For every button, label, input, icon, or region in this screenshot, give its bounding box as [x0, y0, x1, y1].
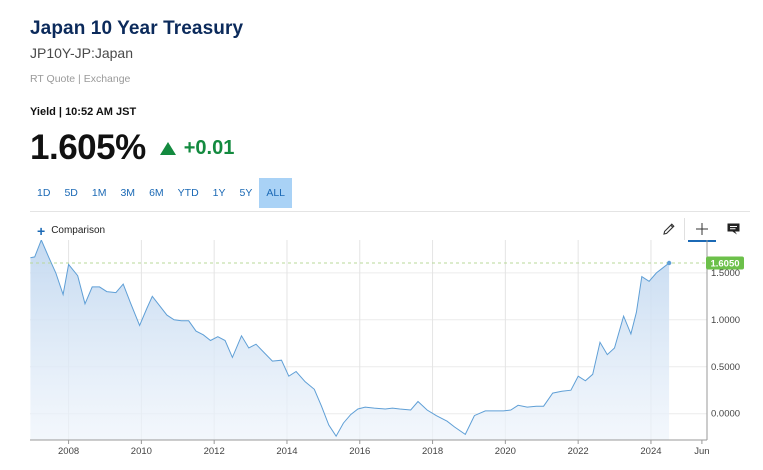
- comment-tool-button[interactable]: [719, 218, 747, 240]
- yield-line: [30, 240, 670, 438]
- plus-icon: +: [37, 222, 46, 239]
- x-tick-label: 2008: [58, 446, 79, 457]
- x-tick-label: 2020: [495, 446, 516, 457]
- range-1y[interactable]: 1Y: [212, 187, 226, 199]
- y-tick-label: 1.5000: [711, 268, 740, 279]
- chart-axes: 1.5000 1.0000 0.5000 0.0000 2008 2010 2012 2014…: [30, 240, 744, 457]
- current-value-badge: [706, 256, 744, 270]
- x-tick-label: 2024: [640, 446, 661, 457]
- range-6m[interactable]: 6M: [149, 187, 164, 199]
- draw-tool-button[interactable]: [655, 218, 683, 240]
- x-tick-label: 2018: [422, 446, 443, 457]
- x-tick-label: Jun: [694, 446, 709, 457]
- range-3m[interactable]: 3M: [120, 187, 136, 199]
- crosshair-icon: [696, 223, 708, 235]
- chart-divider: [30, 211, 750, 212]
- pencil-icon: [663, 223, 675, 235]
- x-tick-label: 2016: [349, 446, 370, 457]
- comparison-label: Comparison: [51, 225, 106, 236]
- yield-value: 1.605%: [30, 128, 146, 167]
- change-indicator: +0.01: [159, 136, 235, 160]
- y-tick-label: 0.5000: [711, 362, 740, 373]
- last-point-marker: [666, 260, 672, 266]
- symbol-subtitle: JP10Y-JP:Japan: [30, 45, 133, 61]
- page-title: Japan 10 Year Treasury: [30, 18, 244, 39]
- range-ytd[interactable]: YTD: [177, 187, 199, 199]
- x-tick-label: 2022: [568, 446, 589, 457]
- y-tick-label: 0.0000: [711, 409, 740, 420]
- comment-icon: [727, 223, 739, 235]
- x-tick-label: 2010: [131, 446, 152, 457]
- up-arrow-icon: [159, 141, 176, 155]
- range-all[interactable]: ALL: [259, 178, 293, 208]
- price-row: 1.605% +0.01: [30, 126, 234, 170]
- crosshair-tool-button[interactable]: [688, 218, 716, 242]
- toolbar-divider: [684, 218, 685, 240]
- quote-meta: RT Quote | Exchange: [30, 73, 131, 85]
- range-1m[interactable]: 1M: [91, 187, 107, 199]
- x-tick-label: 2014: [276, 446, 297, 457]
- yield-area: [30, 240, 670, 440]
- y-tick-label: 1.0000: [711, 315, 740, 326]
- change-value: +0.01: [183, 136, 235, 159]
- range-selector: 1D 5D 1M 3M 6M YTD 1Y 5Y ALL: [30, 178, 293, 208]
- comparison-button[interactable]: + Comparison: [37, 222, 106, 239]
- current-value-label: 1.6050: [710, 259, 739, 270]
- yield-label: Yield | 10:52 AM JST: [30, 106, 137, 118]
- x-tick-label: 2012: [204, 446, 225, 457]
- range-5y[interactable]: 5Y: [239, 187, 253, 199]
- yield-chart[interactable]: 1.5000 1.0000 0.5000 0.0000 2008 2010 2012 2014…: [0, 240, 763, 470]
- range-1d[interactable]: 1D: [37, 187, 51, 199]
- range-5d[interactable]: 5D: [64, 187, 78, 199]
